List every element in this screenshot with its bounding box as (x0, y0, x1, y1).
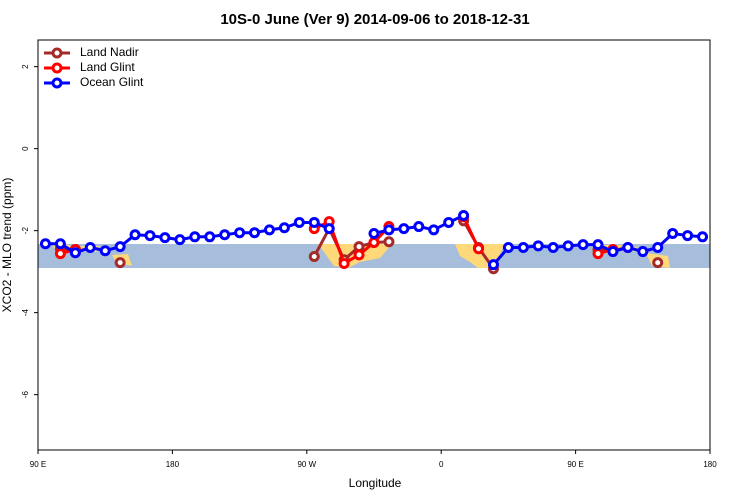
point (189, 231, 201, 243)
point (54, 238, 66, 250)
point (234, 227, 246, 239)
point (383, 224, 395, 236)
y-tick-label: 0 (21, 146, 30, 151)
point (637, 246, 649, 258)
y-tick-label: -2 (21, 227, 30, 235)
point (338, 257, 350, 269)
point (607, 246, 619, 258)
point (308, 216, 320, 228)
legend-marker (51, 62, 63, 74)
point (652, 257, 664, 269)
point (99, 245, 111, 257)
series-line (60, 216, 614, 266)
point (458, 209, 470, 221)
point (249, 227, 261, 239)
point (114, 257, 126, 269)
y-tick-label: -4 (21, 309, 30, 317)
point (263, 224, 275, 236)
point (129, 229, 141, 241)
y-axis-label: XCO2 - MLO trend (ppm) (0, 178, 14, 313)
point (622, 241, 634, 253)
x-tick-label: 180 (703, 460, 717, 469)
legend-label: Land Nadir (80, 45, 139, 59)
x-axis-label: Longitude (349, 476, 402, 490)
point (114, 241, 126, 253)
chart-title: 10S-0 June (Ver 9) 2014-09-06 to 2018-12… (220, 11, 529, 28)
legend-marker (51, 77, 63, 89)
point (443, 216, 455, 228)
point (697, 231, 709, 243)
point (353, 249, 365, 261)
point (69, 247, 81, 259)
point (159, 232, 171, 244)
point (368, 237, 380, 249)
point (54, 248, 66, 260)
point (323, 223, 335, 235)
y-tick-label: -6 (21, 391, 30, 399)
legend-label: Ocean Glint (80, 75, 144, 89)
point (428, 224, 440, 236)
point (293, 216, 305, 228)
point (398, 223, 410, 235)
point (487, 259, 499, 271)
point (652, 241, 664, 253)
x-tick-label: 90 E (30, 460, 46, 469)
point (592, 239, 604, 251)
point (278, 222, 290, 234)
point (219, 229, 231, 241)
point (204, 231, 216, 243)
legend-label: Land Glint (80, 60, 135, 74)
point (84, 241, 96, 253)
point (174, 234, 186, 246)
point (517, 241, 529, 253)
point (368, 228, 380, 240)
point (473, 243, 485, 255)
point (413, 221, 425, 233)
point (547, 241, 559, 253)
x-tick-label: 90 W (297, 460, 316, 469)
legend-marker (51, 47, 63, 59)
point (532, 240, 544, 252)
point (502, 241, 514, 253)
point (667, 228, 679, 240)
point (144, 230, 156, 242)
point (592, 248, 604, 260)
point (39, 238, 51, 250)
point (383, 236, 395, 248)
x-tick-label: 90 E (567, 460, 583, 469)
plot-frame (37, 39, 711, 451)
point (577, 239, 589, 251)
x-tick-label: 180 (166, 460, 180, 469)
y-tick-label: 2 (21, 64, 30, 69)
point (562, 240, 574, 252)
point (308, 250, 320, 262)
x-tick-label: 0 (439, 460, 444, 469)
point (682, 230, 694, 242)
